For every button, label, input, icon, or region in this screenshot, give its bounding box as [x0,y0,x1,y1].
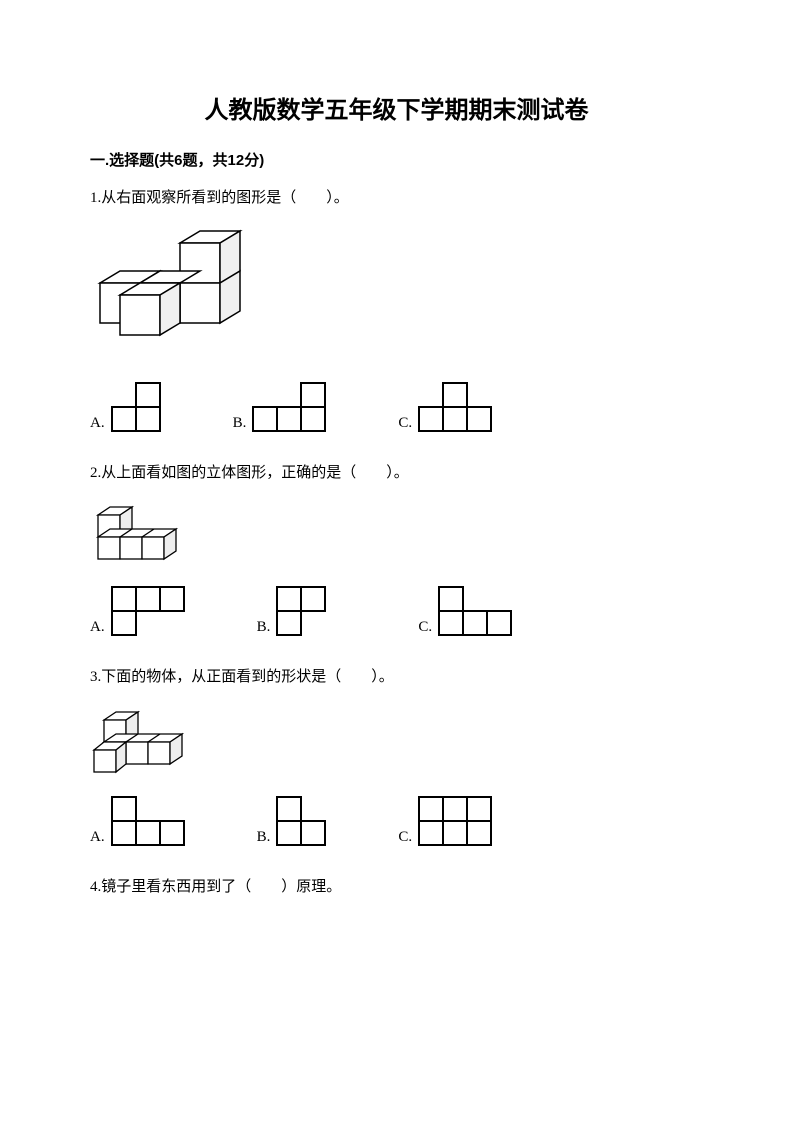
q1-option-b-label: B. [233,416,247,433]
q3-option-b-label: B. [257,830,271,847]
q3-option-a-icon [109,795,187,847]
q3-option-c-label: C. [398,830,412,847]
q1-option-c-icon [416,381,494,433]
question-2-figure [90,497,703,567]
question-3-text: 3.下面的物体，从正面看到的形状是（ ）。 [90,663,703,692]
q2-option-c-label: C. [418,620,432,637]
q1-option-a-icon [109,381,163,433]
question-3-figure [90,702,703,777]
question-1-figure [90,223,703,363]
q2-option-b[interactable]: B. [257,585,329,637]
q3-solid-icon [90,702,200,777]
q2-option-b-label: B. [257,620,271,637]
q1-option-a-label: A. [90,416,105,433]
q2-option-a-icon [109,585,187,637]
q2-option-b-icon [274,585,328,637]
q1-option-b[interactable]: B. [233,381,329,433]
q1-option-b-icon [250,381,328,433]
page-title: 人教版数学五年级下学期期末测试卷 [90,90,703,125]
q2-option-c[interactable]: C. [418,585,514,637]
section-1-header: 一.选择题(共6题，共12分) [90,149,703,170]
q2-option-a-label: A. [90,620,105,637]
q3-option-c-icon [416,795,494,847]
q3-option-a[interactable]: A. [90,795,187,847]
q3-option-c[interactable]: C. [398,795,494,847]
q2-solid-icon [90,497,190,567]
q2-option-c-icon [436,585,514,637]
q1-option-c[interactable]: C. [398,381,494,433]
question-4-text: 4.镜子里看东西用到了（ ）原理。 [90,873,703,902]
q1-option-a[interactable]: A. [90,381,163,433]
q3-option-a-label: A. [90,830,105,847]
question-2-options: A. B. C. [90,585,703,637]
question-3-options: A. B. C. [90,795,703,847]
question-1-options: A. B. C. [90,381,703,433]
question-1-text: 1.从右面观察所看到的图形是（ ）。 [90,184,703,213]
q1-solid-icon [90,223,260,363]
q3-option-b-icon [274,795,328,847]
q1-option-c-label: C. [398,416,412,433]
q3-option-b[interactable]: B. [257,795,329,847]
exam-page: 人教版数学五年级下学期期末测试卷 一.选择题(共6题，共12分) 1.从右面观察… [0,0,793,1122]
question-2-text: 2.从上面看如图的立体图形，正确的是（ ）。 [90,459,703,488]
q2-option-a[interactable]: A. [90,585,187,637]
